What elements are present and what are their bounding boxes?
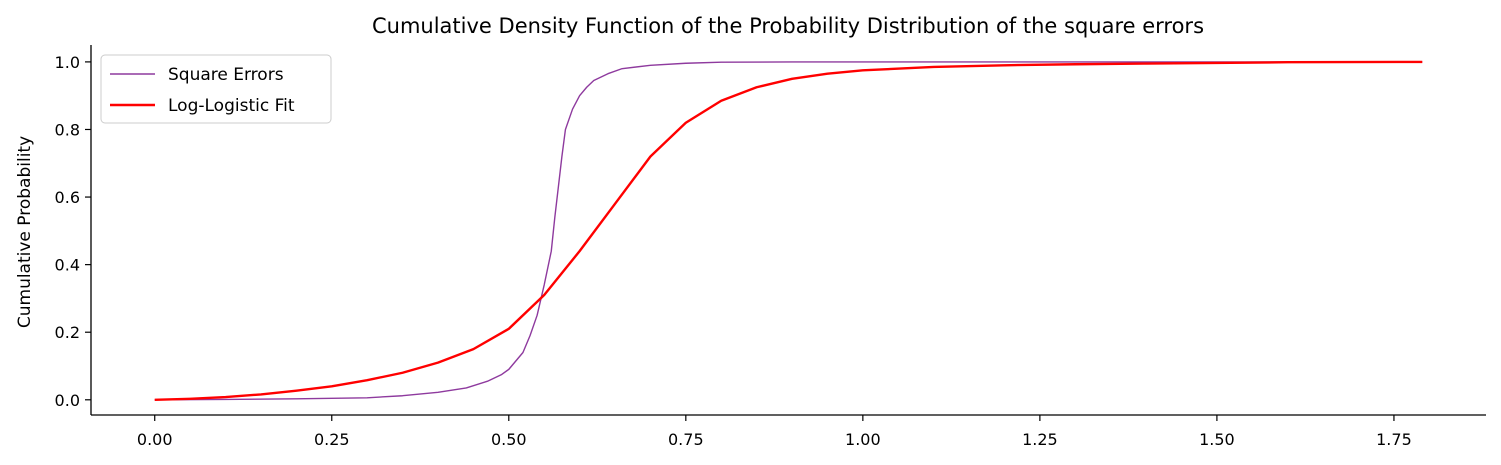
x-tick-label: 1.75: [1376, 430, 1412, 449]
plot-lines: [154, 60, 1423, 401]
y-tick-label: 0.4: [55, 256, 80, 275]
series-line-log-logistic-fit: [154, 60, 1423, 401]
x-tick-label: 1.50: [1199, 430, 1235, 449]
y-tick-label: 1.0: [55, 53, 80, 72]
y-tick-label: 0.0: [55, 391, 80, 410]
x-axis-ticks: 0.00 0.25 0.50 0.75 1.00 1.25 1.50 1.75: [137, 415, 1412, 449]
x-tick-label: 0.75: [668, 430, 704, 449]
x-tick-label: 1.00: [845, 430, 881, 449]
legend-frame: [100, 54, 332, 124]
x-tick-label: 0.50: [491, 430, 527, 449]
y-axis-ticks: 0.0 0.2 0.4 0.6 0.8 1.0: [55, 53, 91, 410]
series-line-square-errors: [154, 61, 1423, 401]
x-tick-label: 1.25: [1022, 430, 1058, 449]
y-tick-label: 0.6: [55, 188, 80, 207]
x-tick-label: 0.00: [137, 430, 173, 449]
y-tick-label: 0.2: [55, 323, 80, 342]
chart-title: Cumulative Density Function of the Proba…: [372, 14, 1204, 38]
legend-label-log-logistic-fit: Log-Logistic Fit: [168, 96, 295, 116]
y-tick-label: 0.8: [55, 120, 80, 139]
legend-label-square-errors: Square Errors: [168, 65, 284, 85]
x-tick-label: 0.25: [314, 430, 350, 449]
y-axis-label: Cumulative Probability: [15, 136, 35, 328]
legend: Square Errors Log-Logistic Fit: [100, 54, 332, 124]
